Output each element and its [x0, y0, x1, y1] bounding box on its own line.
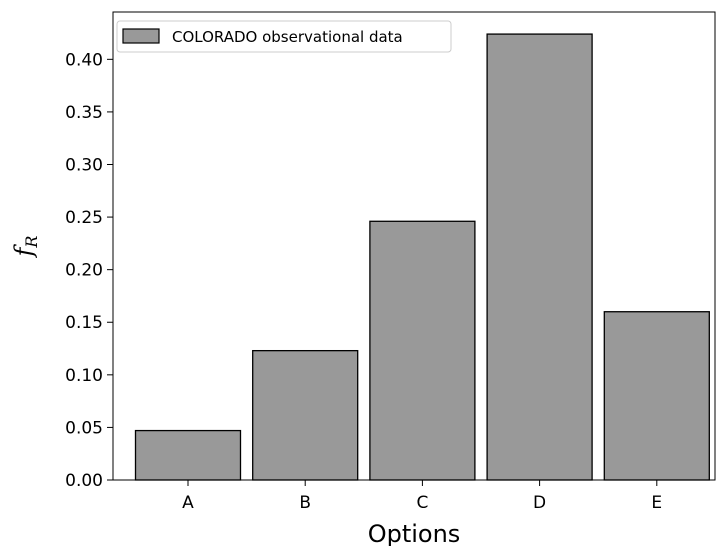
x-tick-label-D: D	[533, 493, 546, 513]
y-tick-label-8: 0.40	[65, 50, 103, 70]
y-tick-label-2: 0.10	[65, 366, 103, 386]
x-tick-label-B: B	[299, 493, 311, 513]
y-tick-label-1: 0.05	[65, 418, 103, 438]
y-tick-label-3: 0.15	[65, 313, 103, 333]
y-tick-label-4: 0.20	[65, 261, 103, 281]
y-axis-label-subscript: R	[22, 236, 41, 249]
x-axis: A B C D E	[182, 480, 662, 513]
legend: COLORADO observational data	[116, 20, 452, 53]
bar-C	[369, 220, 476, 481]
y-axis: 0.00 0.05 0.10 0.15 0.20 0.25 0.30 0.35 0.40	[65, 50, 113, 491]
legend-box	[116, 20, 452, 53]
y-axis-label: fR	[10, 236, 41, 259]
bar-E	[603, 311, 710, 481]
bars-group	[134, 33, 710, 481]
legend-swatch	[122, 28, 160, 44]
bar-D	[486, 33, 593, 481]
plot-frame	[112, 11, 716, 481]
x-tick-label-A: A	[182, 493, 194, 513]
bar-A	[134, 429, 242, 481]
x-axis-label: Options	[368, 520, 461, 546]
bar-B	[252, 349, 359, 481]
x-tick-label-C: C	[416, 493, 428, 513]
y-tick-label-7: 0.35	[65, 103, 103, 123]
x-tick-label-E: E	[651, 493, 662, 513]
y-tick-label-5: 0.25	[65, 208, 103, 228]
y-tick-label-0: 0.00	[65, 471, 103, 491]
y-tick-label-6: 0.30	[65, 155, 103, 175]
legend-label: COLORADO observational data	[172, 28, 403, 46]
